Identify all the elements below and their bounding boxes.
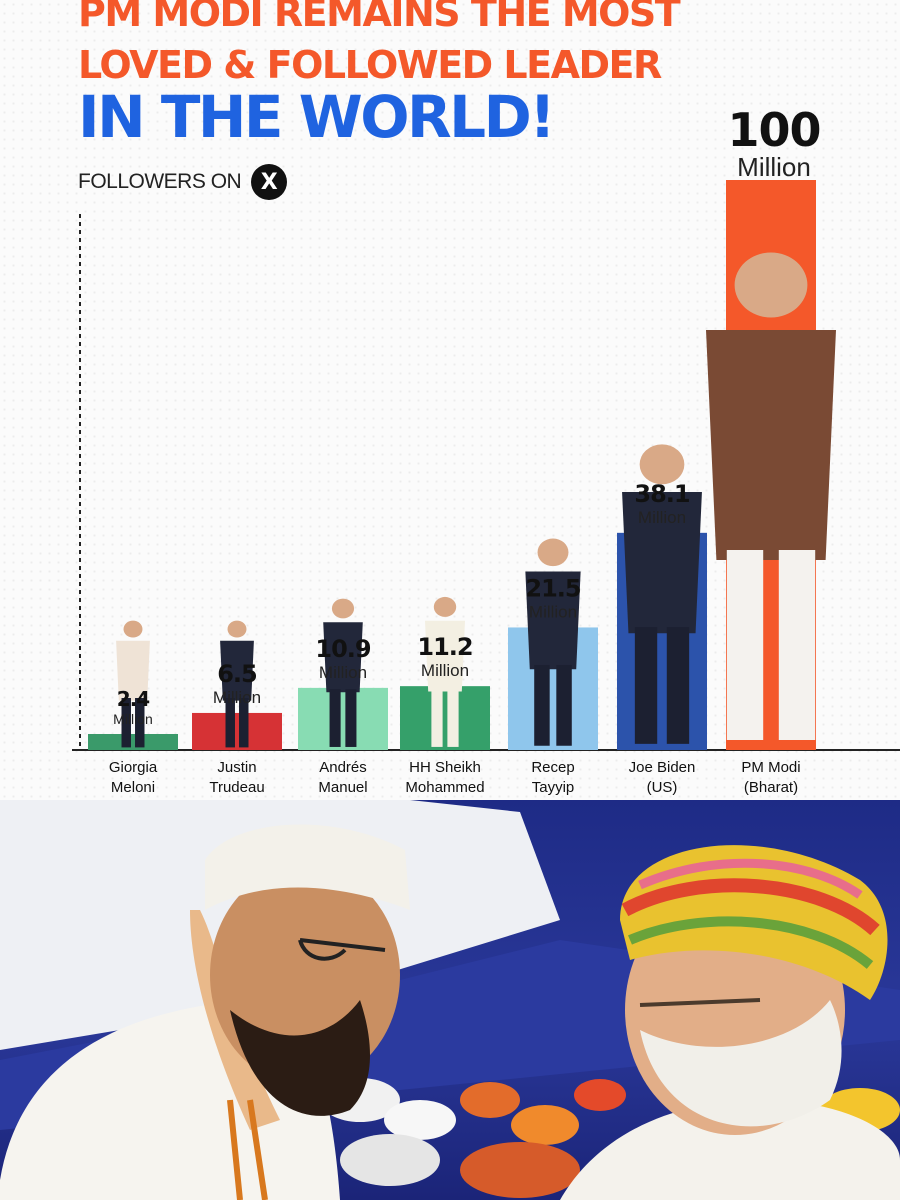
unit-label-1: Million [213,688,261,707]
unit-label-2: Million [319,663,367,682]
followers-label: FOLLOWERS ON [78,170,242,193]
unit-label-3: Million [421,661,469,680]
category-label-5-1: (US) [647,779,678,796]
headline-line-1: PM MODI REMAINS THE MOST [78,0,681,35]
leader-figure-6 [706,252,836,740]
category-label-0-1: Meloni [111,779,155,796]
person-right-turban [560,845,900,1200]
bar-2 [298,687,388,750]
headline-line-2: LOVED & FOLLOWED LEADER [78,43,662,87]
category-label-1-0: Justin [217,759,256,776]
category-label-0-0: Giorgia [109,759,158,776]
value-label-5: 38.1 [634,480,690,508]
leader-figure-2 [323,598,363,747]
category-label-6-0: PM Modi [741,759,800,776]
value-label-1: 6.5 [217,660,257,688]
followers-subtitle: FOLLOWERS ON X [78,164,288,200]
category-label-5-0: Joe Biden [629,759,696,776]
unit-label-4: Million [529,602,577,621]
unit-label-5: Million [638,508,686,527]
photo-panel [0,800,900,1200]
category-label-4-0: Recep [531,759,574,776]
leader-figure-5 [622,444,702,744]
category-label-6-1: (Bharat) [744,779,798,796]
value-label-6: 100 [727,103,820,157]
headline-line-3: IN THE WORLD! [78,83,556,151]
leader-figure-0 [116,620,150,748]
unit-label-6: Million [737,152,811,182]
category-label-2-0: Andrés [319,759,367,776]
category-label-1-1: Trudeau [209,779,264,796]
followers-bar-chart: 2.4Million6.5Million10.9Million11.2Milli… [72,103,900,796]
category-label-3-0: HH Sheikh [409,759,481,776]
category-label-4-1: Tayyip [532,779,575,796]
unit-label-0: Million [113,711,153,727]
bar-3 [400,686,490,750]
value-label-0: 2.4 [117,687,150,711]
value-label-2: 10.9 [315,635,371,663]
category-label-2-1: Manuel [318,779,367,796]
value-label-3: 11.2 [417,633,472,661]
bar-1 [192,712,282,750]
value-label-4: 21.5 [525,574,581,602]
infographic-panel: PM MODI REMAINS THE MOST LOVED & FOLLOWE… [0,0,900,800]
person-left-cap [0,824,410,1200]
bar-0 [88,734,178,750]
x-logo-icon: X [251,164,288,200]
leader-figure-4 [525,538,581,746]
leader-figure-3 [425,596,465,747]
leader-figure-1 [220,620,254,748]
category-label-3-1: Mohammed [405,779,484,796]
